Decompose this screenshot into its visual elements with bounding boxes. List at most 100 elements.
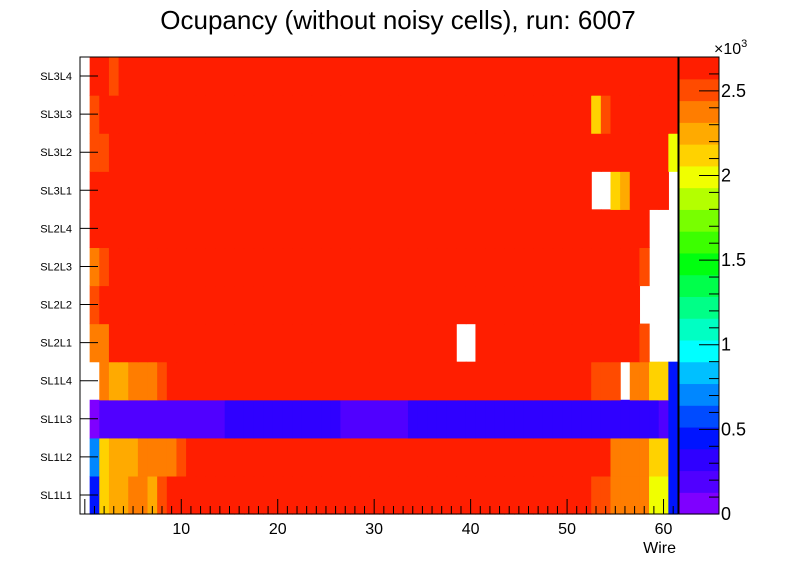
heatmap-cell (523, 323, 534, 363)
chart-title: Ocupancy (without noisy cells), run: 600… (160, 5, 635, 35)
heatmap-cell (485, 361, 496, 401)
heatmap-cell (108, 399, 120, 439)
heatmap-cell (128, 57, 139, 96)
heatmap-cell (253, 361, 264, 401)
heatmap-cell (533, 399, 544, 439)
heatmap-cell (475, 437, 486, 477)
heatmap-cell (475, 171, 486, 210)
heatmap-cell (398, 437, 409, 477)
heatmap-cell (562, 95, 573, 134)
heatmap-cell (465, 171, 477, 210)
heatmap-cell (359, 323, 370, 363)
heatmap-cell (446, 285, 457, 325)
heatmap-cell (552, 399, 563, 439)
heatmap-cell (118, 285, 129, 325)
heatmap-cell (620, 323, 631, 363)
heatmap-cell (436, 399, 448, 439)
heatmap-cell (417, 247, 428, 287)
heatmap-cell (186, 133, 197, 172)
heatmap-cell (350, 399, 361, 439)
heatmap-cell (533, 133, 544, 172)
heatmap-cell (369, 247, 380, 287)
heatmap-cell (195, 133, 206, 172)
heatmap-cell (379, 475, 390, 515)
heatmap-cell (108, 361, 120, 401)
heatmap-cell (176, 133, 187, 172)
heatmap-cell (195, 323, 206, 363)
heatmap-cell (649, 399, 660, 439)
heatmap-cell (215, 209, 226, 249)
heatmap-cell (600, 209, 612, 249)
heatmap-cell (494, 57, 505, 96)
heatmap-cell (234, 171, 245, 210)
heatmap-cell (147, 323, 158, 363)
z-exponent-text: 3 (741, 38, 747, 50)
heatmap-cell (205, 361, 216, 401)
heatmap-cell (108, 133, 120, 172)
heatmap-cell (620, 209, 631, 249)
heatmap-cell (292, 171, 303, 210)
heatmap-cell (224, 133, 235, 172)
heatmap-cell (243, 361, 255, 401)
heatmap-cell (176, 285, 187, 325)
heatmap-cell (234, 95, 245, 134)
heatmap-cell (108, 475, 120, 515)
heatmap-cell (523, 57, 534, 96)
heatmap-cell (99, 209, 110, 249)
heatmap-cell (350, 209, 361, 249)
color-scale-segment (679, 383, 719, 406)
heatmap-cell (272, 57, 284, 96)
heatmap-cell (485, 247, 496, 287)
heatmap-cell (128, 399, 139, 439)
z-tick-label: 1.5 (721, 250, 746, 270)
heatmap-cell (166, 133, 178, 172)
heatmap-cell (494, 209, 505, 249)
heatmap-cell (253, 247, 264, 287)
heatmap-cell (465, 475, 477, 515)
heatmap-cell (215, 171, 226, 210)
heatmap-cell (282, 247, 293, 287)
heatmap-cell (562, 209, 573, 249)
heatmap-cell (658, 95, 669, 134)
heatmap-cell (359, 95, 370, 134)
heatmap-cell (649, 133, 660, 172)
heatmap-cell (301, 171, 313, 210)
heatmap-cell (157, 285, 168, 325)
heatmap-cell (639, 437, 650, 477)
heatmap-cell (330, 399, 342, 439)
heatmap-cell (581, 361, 592, 401)
heatmap-cell (321, 323, 332, 363)
x-tick-label: 10 (172, 521, 190, 538)
heatmap-cell (475, 361, 486, 401)
heatmap-cell (321, 361, 332, 401)
heatmap-cell (215, 133, 226, 172)
heatmap-cell (301, 475, 313, 515)
heatmap-cell (215, 95, 226, 134)
heatmap-cell (243, 95, 255, 134)
heatmap-cell (388, 437, 399, 477)
heatmap-cell (668, 361, 679, 401)
heatmap-cell (243, 323, 255, 363)
heatmap-cell (533, 437, 544, 477)
heatmap-cell (205, 133, 216, 172)
heatmap-cell (379, 361, 390, 401)
heatmap-cell (118, 437, 129, 477)
heatmap-cell (147, 399, 158, 439)
heatmap-cell (379, 247, 390, 287)
heatmap-cell (166, 57, 178, 96)
heatmap-cell (369, 57, 380, 96)
heatmap-cell (600, 133, 612, 172)
heatmap-cell (494, 323, 505, 363)
color-scale-segment (679, 231, 719, 254)
heatmap-cell (379, 285, 390, 325)
heatmap-cell (581, 57, 592, 96)
heatmap-cell (186, 209, 197, 249)
heatmap-cell (407, 285, 419, 325)
heatmap-cell (542, 437, 554, 477)
heatmap-cell (620, 133, 631, 172)
heatmap-cell (465, 285, 477, 325)
heatmap-cell (186, 475, 197, 515)
heatmap-cell (137, 437, 149, 477)
heatmap-cell (456, 247, 467, 287)
heatmap-cell (224, 437, 235, 477)
